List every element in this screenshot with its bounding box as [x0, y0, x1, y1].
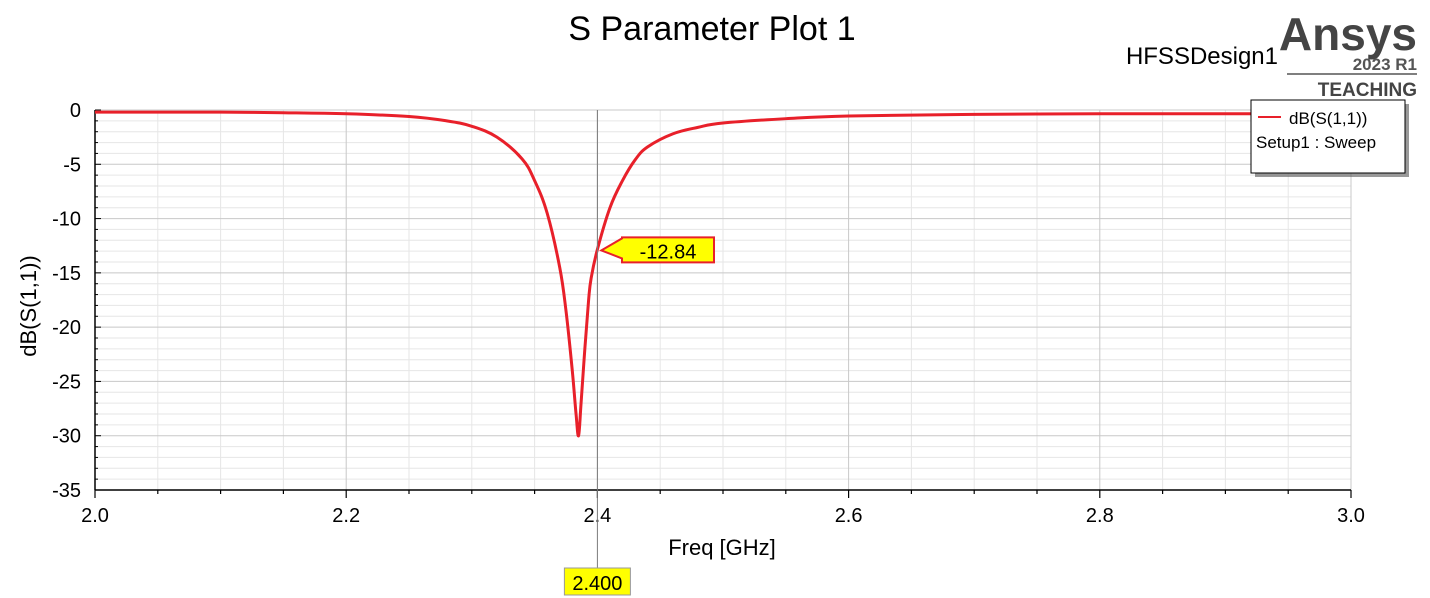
marker-layer: -12.84 2.400 [563, 110, 715, 596]
y-tick-label: -10 [52, 209, 81, 231]
ansys-logo-text: Ansys [1279, 8, 1417, 60]
y-tick-label: -20 [52, 317, 81, 339]
series-line-s11 [95, 110, 1351, 438]
y-axis-label: dB(S(1,1)) [16, 255, 41, 356]
legend-box [1250, 99, 1406, 174]
marker-x-readout-label: 2.400 [572, 573, 622, 595]
ansys-version: 2023 R1 [1353, 55, 1417, 74]
legend[interactable]: dB(S(1,1)) Setup1 : Sweep [1250, 99, 1409, 177]
x-axis-label: Freq [GHz] [668, 535, 776, 560]
ansys-edition: TEACHING [1318, 80, 1417, 101]
series-layer [95, 110, 1351, 438]
x-axis-ticks: 2.0 2.2 2.4 2.6 2.8 3.0 [81, 490, 1365, 527]
y-tick-label: -30 [52, 426, 81, 448]
x-tick-label: 2.2 [332, 505, 360, 527]
design-name: HFSSDesign1 [1126, 43, 1278, 70]
chart-title: S Parameter Plot 1 [568, 10, 855, 48]
y-tick-label: -5 [63, 154, 81, 176]
y-tick-label: -35 [52, 480, 81, 502]
y-tick-label: 0 [70, 100, 81, 122]
x-tick-label: 3.0 [1337, 505, 1365, 527]
marker-x-readout-box [563, 567, 631, 596]
minor-grid [95, 110, 1351, 490]
marker-value-callout [599, 236, 715, 264]
legend-series-name: dB(S(1,1)) [1289, 109, 1367, 128]
legend-series-setup: Setup1 : Sweep [1256, 133, 1376, 152]
x-tick-label: 2.6 [835, 505, 863, 527]
y-tick-label: -25 [52, 371, 81, 393]
y-axis-ticks: 0 -5 -10 -15 -20 -25 -30 -35 [52, 100, 101, 502]
x-tick-label: 2.8 [1086, 505, 1114, 527]
marker-value-label: -12.84 [640, 241, 697, 263]
x-tick-label: 2.0 [81, 505, 109, 527]
y-tick-label: -15 [52, 263, 81, 285]
